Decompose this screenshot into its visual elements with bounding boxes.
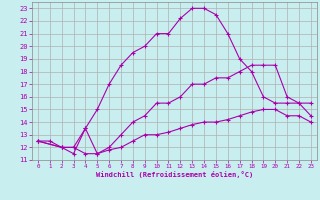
X-axis label: Windchill (Refroidissement éolien,°C): Windchill (Refroidissement éolien,°C): [96, 171, 253, 178]
